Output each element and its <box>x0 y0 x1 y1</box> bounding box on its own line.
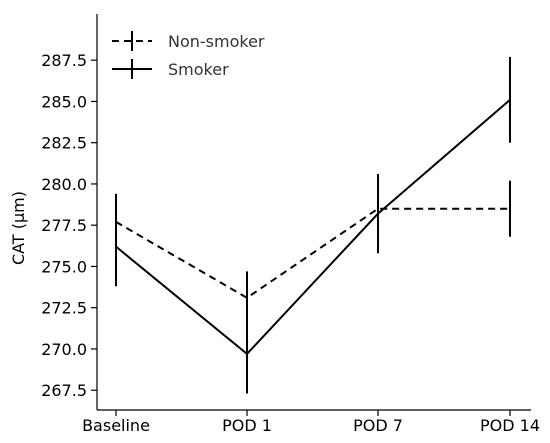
series-layer <box>115 56 511 394</box>
y-tick-label: 277.5 <box>41 216 87 235</box>
series-non-smoker <box>115 174 511 325</box>
legend-item: Smoker <box>112 59 229 79</box>
y-axis-label: CAT (µm) <box>9 191 28 265</box>
series-smoker <box>115 56 511 394</box>
x-tick-label: POD 1 <box>222 416 272 435</box>
axes: 267.5 270.0 272.5 275.0 277.5 280.0 282.5 285.0… <box>41 14 540 435</box>
y-tick-label: 285.0 <box>41 92 87 111</box>
series-line <box>115 207 510 299</box>
y-tick-label: 287.5 <box>41 51 87 70</box>
y-tick-label: 267.5 <box>41 381 87 400</box>
legend-item: Non-smoker <box>112 31 265 51</box>
x-tick-label: Baseline <box>82 416 150 435</box>
legend-label: Non-smoker <box>168 32 265 51</box>
y-tick-label: 282.5 <box>41 134 87 153</box>
legend: Non-smoker Smoker <box>112 31 265 79</box>
x-tick-label: POD 7 <box>353 416 403 435</box>
y-tick-label: 280.0 <box>41 175 87 194</box>
y-tick-label: 275.0 <box>41 257 87 276</box>
y-tick-label: 270.0 <box>41 340 87 359</box>
x-tick-label: POD 14 <box>480 416 540 435</box>
series-line <box>115 99 511 356</box>
y-tick-label: 272.5 <box>41 299 87 318</box>
legend-label: Smoker <box>168 60 229 79</box>
